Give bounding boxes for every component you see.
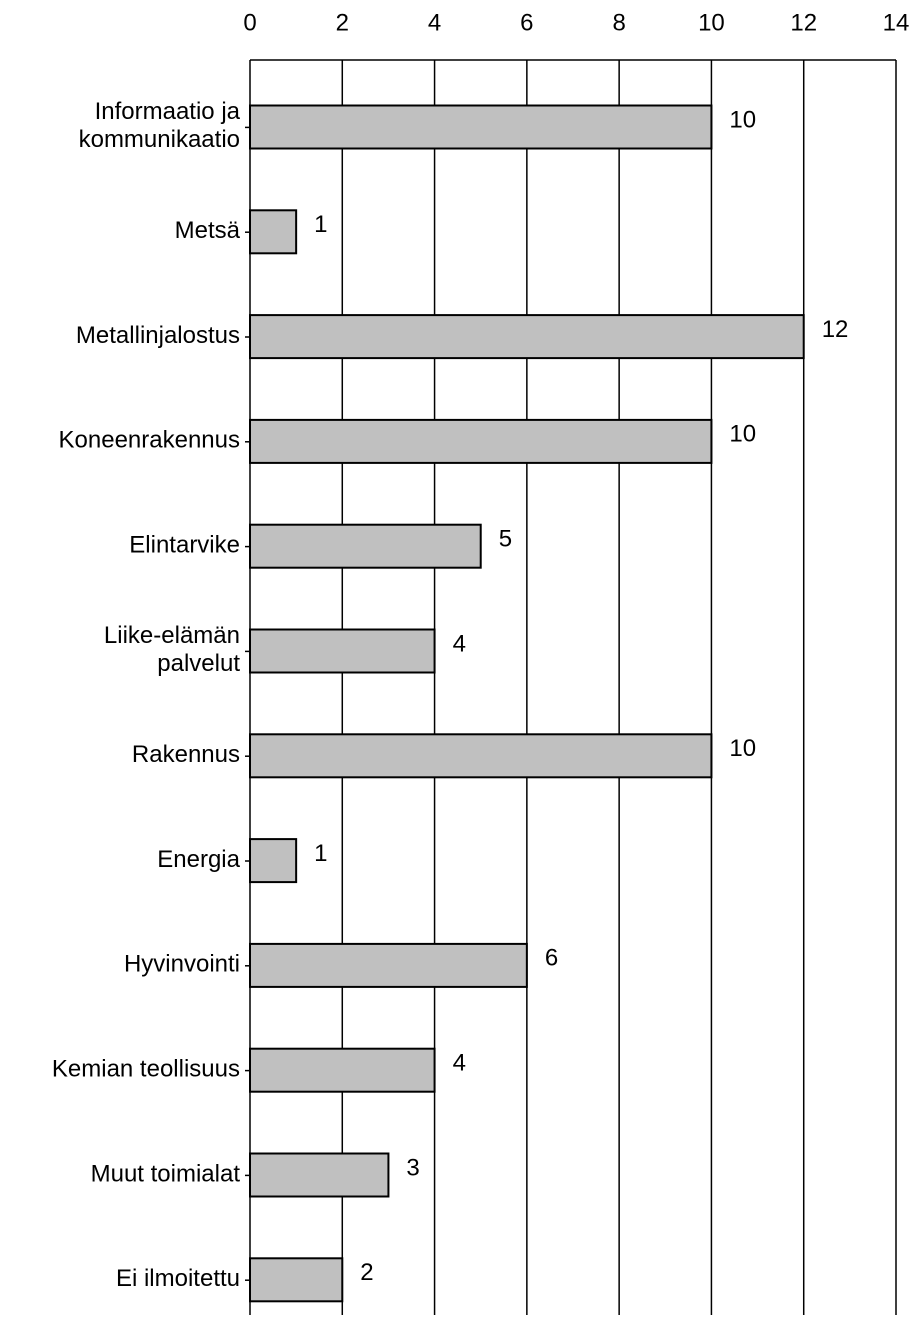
y-tick-label: Informaatio ja kommunikaatio — [79, 98, 241, 153]
bar — [249, 1152, 390, 1198]
value-label: 10 — [729, 421, 756, 448]
y-tick-label: Liike-elämän palvelut — [104, 622, 240, 677]
y-tick-label: Metsä — [175, 217, 241, 244]
y-tick-label: Rakennus — [132, 741, 240, 768]
value-label: 12 — [822, 316, 849, 343]
bar — [249, 523, 482, 569]
value-label: 6 — [545, 945, 558, 972]
y-tick-label: Hyvinvointi — [124, 951, 240, 978]
value-label: 2 — [360, 1259, 373, 1286]
bar — [249, 314, 805, 360]
x-tick-label: 14 — [883, 9, 910, 36]
y-tick-label: Elintarvike — [129, 532, 240, 559]
x-tick-label: 4 — [428, 9, 441, 36]
x-tick-label: 12 — [790, 9, 817, 36]
bar — [249, 628, 436, 674]
value-label: 1 — [314, 211, 327, 238]
y-tick-label: Ei ilmoitettu — [116, 1265, 240, 1292]
value-label: 4 — [453, 630, 466, 657]
bar — [249, 733, 713, 779]
bar — [249, 1047, 436, 1093]
bar — [249, 1257, 344, 1303]
value-label: 10 — [729, 106, 756, 133]
bar — [249, 838, 298, 884]
value-label: 5 — [499, 526, 512, 553]
x-tick-label: 6 — [520, 9, 533, 36]
y-tick-label: Energia — [157, 846, 240, 873]
value-label: 10 — [729, 735, 756, 762]
y-tick-label: Metallinjalostus — [76, 322, 240, 349]
bar — [249, 942, 528, 988]
bar — [249, 104, 713, 150]
value-label: 1 — [314, 840, 327, 867]
bar — [249, 418, 713, 464]
bar — [249, 209, 298, 255]
x-tick-label: 10 — [698, 9, 725, 36]
x-tick-label: 2 — [336, 9, 349, 36]
x-tick-label: 0 — [243, 9, 256, 36]
value-label: 4 — [453, 1050, 466, 1077]
value-label: 3 — [406, 1154, 419, 1181]
x-tick-label: 8 — [612, 9, 625, 36]
y-tick-label: Koneenrakennus — [59, 427, 240, 454]
y-tick-label: Muut toimialat — [91, 1160, 241, 1187]
y-tick-label: Kemian teollisuus — [52, 1056, 240, 1083]
